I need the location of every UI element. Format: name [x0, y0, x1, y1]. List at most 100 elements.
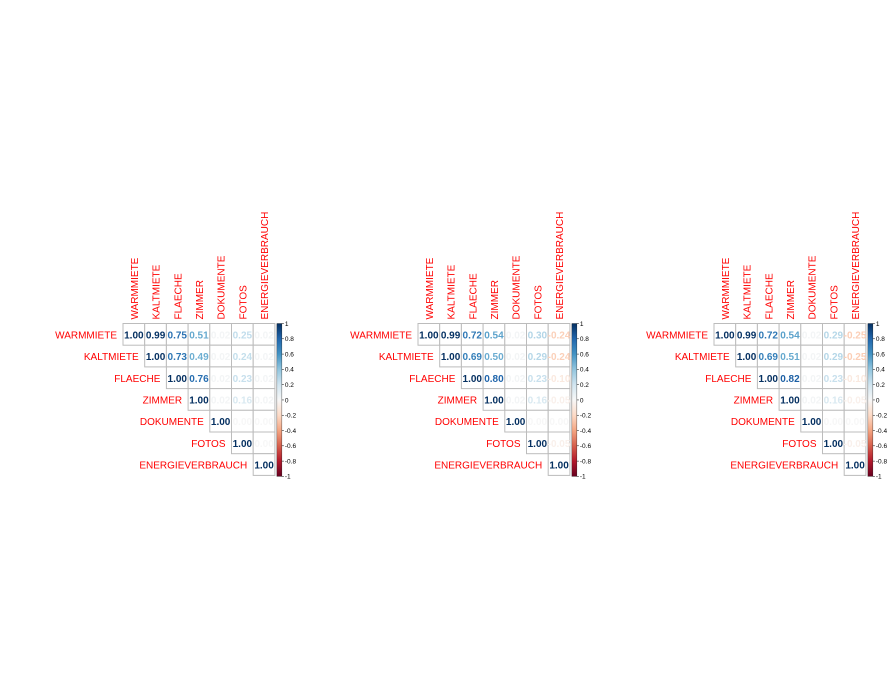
cell-value: -0.24 [548, 330, 571, 341]
colorbar-tick-label: -0.4 [876, 428, 888, 435]
row-label: ENERGIEVERBRAUCH [139, 461, 247, 472]
cell-value: 0.29 [528, 352, 548, 363]
cell-value: 1.00 [528, 439, 548, 450]
colorbar-tick-label: 0.6 [580, 351, 589, 358]
cell-value: 0.02 [802, 330, 822, 341]
cell-value: 0.00 [528, 417, 548, 428]
column-label: FLAECHE [468, 273, 479, 319]
colorbar-tick-label: -1 [876, 474, 882, 481]
cell-value: 0.76 [189, 374, 209, 385]
colorbar-tick-label: -0.6 [285, 443, 297, 450]
cell-value: 0.54 [484, 330, 504, 341]
row-label: DOKUMENTE [731, 417, 795, 428]
cell-value: 0.72 [463, 330, 483, 341]
cell-value: 0.02 [211, 330, 231, 341]
cell-value: 1.00 [441, 352, 461, 363]
colorbar-tick-label: 0.4 [876, 367, 885, 374]
colorbar-tick-label: -0.2 [580, 413, 592, 420]
colorbar-tick-label: 0.8 [285, 336, 294, 343]
cell-value: 1.00 [484, 395, 504, 406]
colorbar-tick-label: -0.8 [876, 458, 888, 465]
column-label: ENERGIEVERBRAUCH [851, 212, 862, 320]
cell-value: 0.69 [463, 352, 483, 363]
cell-value: 0.02 [254, 374, 274, 385]
cell-value: 0.24 [233, 352, 253, 363]
cell-value: 0.80 [484, 374, 504, 385]
column-label: ZIMMER [195, 280, 206, 319]
cell-value: 0.16 [824, 395, 844, 406]
cell-value: 1.00 [802, 417, 822, 428]
cell-value: 0.99 [441, 330, 461, 341]
cell-value: 0.29 [824, 352, 844, 363]
corrplot-panel-1: WARMMIETE KALTMIETE FLAECHE ZIMMER DOKUMENTE… [55, 212, 296, 481]
cell-value: 1.00 [759, 374, 779, 385]
colorbar-tick-label: 0.2 [876, 382, 885, 389]
colorbar-tick-label: 0.6 [285, 351, 294, 358]
colorbar [571, 323, 578, 477]
column-label: FOTOS [533, 285, 544, 320]
colorbar-tick-label: 0.6 [876, 351, 885, 358]
cell-value: 0.02 [254, 395, 274, 406]
colorbar-tick-label: -0.6 [580, 443, 592, 450]
cell-value: 0.02 [254, 352, 274, 363]
colorbar-tick-label: 0 [876, 397, 880, 404]
colorbar-tick-label: -1 [285, 474, 291, 481]
cell-value: 1.00 [419, 330, 439, 341]
cell-value: 0.00 [549, 417, 569, 428]
cell-value: 1.00 [737, 352, 757, 363]
cell-value: 0.00 [254, 417, 274, 428]
cell-value: 1.00 [211, 417, 231, 428]
row-label: DOKUMENTE [435, 417, 499, 428]
cell-value: 0.23 [824, 374, 844, 385]
colorbar-tick-label: -0.2 [285, 413, 297, 420]
cell-value: 0.29 [824, 330, 844, 341]
cell-value: 0.54 [780, 330, 800, 341]
cell-value: -0.05 [548, 439, 571, 450]
colorbar-tick-label: 1 [876, 321, 880, 328]
cell-value: 1.00 [168, 374, 188, 385]
cell-value: 1.00 [254, 461, 274, 472]
row-label: FOTOS [486, 439, 521, 450]
cell-value: 0.82 [780, 374, 800, 385]
colorbar [867, 323, 874, 477]
cell-value: 1.00 [780, 395, 800, 406]
cell-value: 1.00 [506, 417, 526, 428]
row-label: ENERGIEVERBRAUCH [434, 461, 542, 472]
cell-value: 0.69 [759, 352, 779, 363]
cell-value: 0.02 [211, 395, 231, 406]
row-label: WARMMIETE [646, 330, 708, 341]
row-label: KALTMIETE [84, 352, 139, 363]
cell-value: 0.02 [802, 395, 822, 406]
row-label: WARMMIETE [55, 330, 117, 341]
column-label: FLAECHE [173, 273, 184, 319]
matrix-cell [843, 453, 867, 476]
colorbar-tick-label: -0.8 [285, 458, 297, 465]
corrplot-panel-2: WARMMIETE KALTMIETE FLAECHE ZIMMER DOKUMENTE… [350, 212, 591, 481]
cell-value: 0.00 [824, 417, 844, 428]
matrix-cell [252, 453, 276, 476]
colorbar-tick-label: 0 [285, 397, 289, 404]
cell-value: 0.02 [506, 395, 526, 406]
matrix-cell [547, 453, 571, 476]
cell-value: 0.02 [506, 330, 526, 341]
column-label: DOKUMENTE [808, 255, 819, 319]
row-label: FOTOS [782, 439, 817, 450]
cell-value: 1.00 [463, 374, 483, 385]
column-label: ZIMMER [490, 280, 501, 319]
cell-value: 0.23 [233, 374, 253, 385]
cell-value: 0.00 [845, 417, 865, 428]
cell-value: 0.00 [254, 439, 274, 450]
column-label: KALTMIETE [743, 264, 754, 319]
colorbar-tick-label: -0.4 [285, 428, 297, 435]
colorbar-tick-label: -0.4 [580, 428, 592, 435]
column-label: ENERGIEVERBRAUCH [555, 212, 566, 320]
row-label: WARMMIETE [350, 330, 412, 341]
cell-value: 1.00 [715, 330, 735, 341]
cell-value: 1.00 [189, 395, 209, 406]
colorbar-tick-label: 0.4 [580, 367, 589, 374]
cell-value: 0.75 [168, 330, 188, 341]
cell-value: 1.00 [845, 461, 865, 472]
cell-value: 0.02 [211, 352, 231, 363]
column-label: DOKUMENTE [217, 255, 228, 319]
colorbar-tick-label: -0.2 [876, 413, 888, 420]
